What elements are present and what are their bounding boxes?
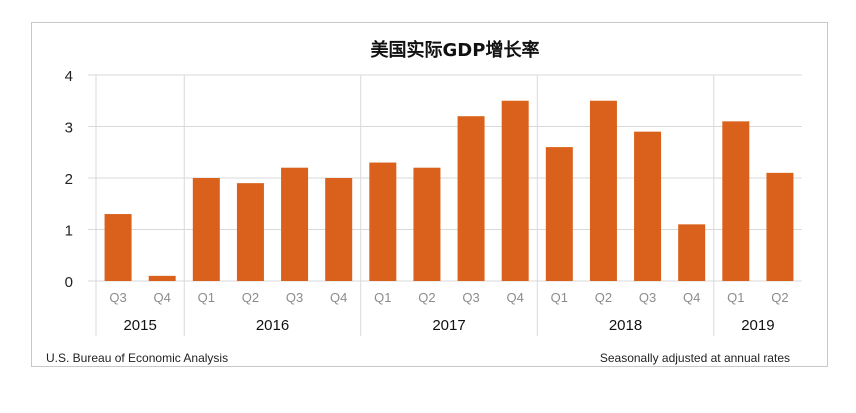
bar xyxy=(634,131,662,281)
bar xyxy=(236,183,264,281)
bar xyxy=(369,162,397,281)
adjustment-note: Seasonally adjusted at annual rates xyxy=(599,351,790,365)
x-axis-ticks: Q3 Q4 Q1 Q2 Q3 Q4 Q1 Q2 Q3 Q4 Q1 Q2 Q3 Q4 Q1 Q2 xyxy=(109,290,788,305)
x-tick-label: Q4 xyxy=(683,290,700,305)
y-tick-label: 4 xyxy=(65,68,73,85)
x-tick-label: Q2 xyxy=(771,290,788,305)
bar xyxy=(545,147,573,281)
x-tick-label: Q3 xyxy=(109,290,126,305)
x-tick-label: Q3 xyxy=(286,290,303,305)
x-tick-label: Q3 xyxy=(639,290,656,305)
x-tick-label: Q1 xyxy=(551,290,568,305)
x-tick-label: Q2 xyxy=(595,290,612,305)
x-tick-label: Q2 xyxy=(242,290,259,305)
chart-bars xyxy=(104,100,794,281)
bar xyxy=(281,167,309,281)
bar xyxy=(148,275,176,281)
x-tick-label: Q1 xyxy=(198,290,215,305)
chart-title: 美国实际GDP增长率 xyxy=(371,39,540,61)
y-tick-label: 2 xyxy=(65,171,73,188)
bar xyxy=(192,178,220,281)
source-note: U.S. Bureau of Economic Analysis xyxy=(46,351,229,365)
x-tick-label: Q2 xyxy=(418,290,435,305)
bar xyxy=(589,100,617,281)
x-year-label: 2015 xyxy=(123,317,156,334)
bar xyxy=(325,178,353,281)
bar xyxy=(457,116,485,281)
x-tick-label: Q1 xyxy=(727,290,744,305)
x-tick-label: Q4 xyxy=(154,290,171,305)
x-tick-label: Q4 xyxy=(507,290,524,305)
bar xyxy=(722,121,750,281)
x-year-label: 2019 xyxy=(741,317,774,334)
x-tick-label: Q4 xyxy=(330,290,347,305)
y-tick-label: 3 xyxy=(65,120,73,137)
x-year-label: 2018 xyxy=(609,317,642,334)
bar xyxy=(678,224,706,281)
y-axis-ticks: 0 1 2 3 4 xyxy=(65,68,73,291)
bar xyxy=(501,100,529,281)
chart-frame xyxy=(31,22,828,367)
bar xyxy=(104,214,132,281)
bar xyxy=(413,167,441,281)
bar xyxy=(766,172,794,281)
x-year-label: 2017 xyxy=(432,317,465,334)
x-tick-label: Q3 xyxy=(462,290,479,305)
x-axis-years: 2015 2016 2017 2018 2019 xyxy=(123,317,774,334)
x-tick-label: Q1 xyxy=(374,290,391,305)
x-year-label: 2016 xyxy=(256,317,289,334)
y-tick-label: 1 xyxy=(65,223,73,240)
y-tick-label: 0 xyxy=(65,274,73,291)
